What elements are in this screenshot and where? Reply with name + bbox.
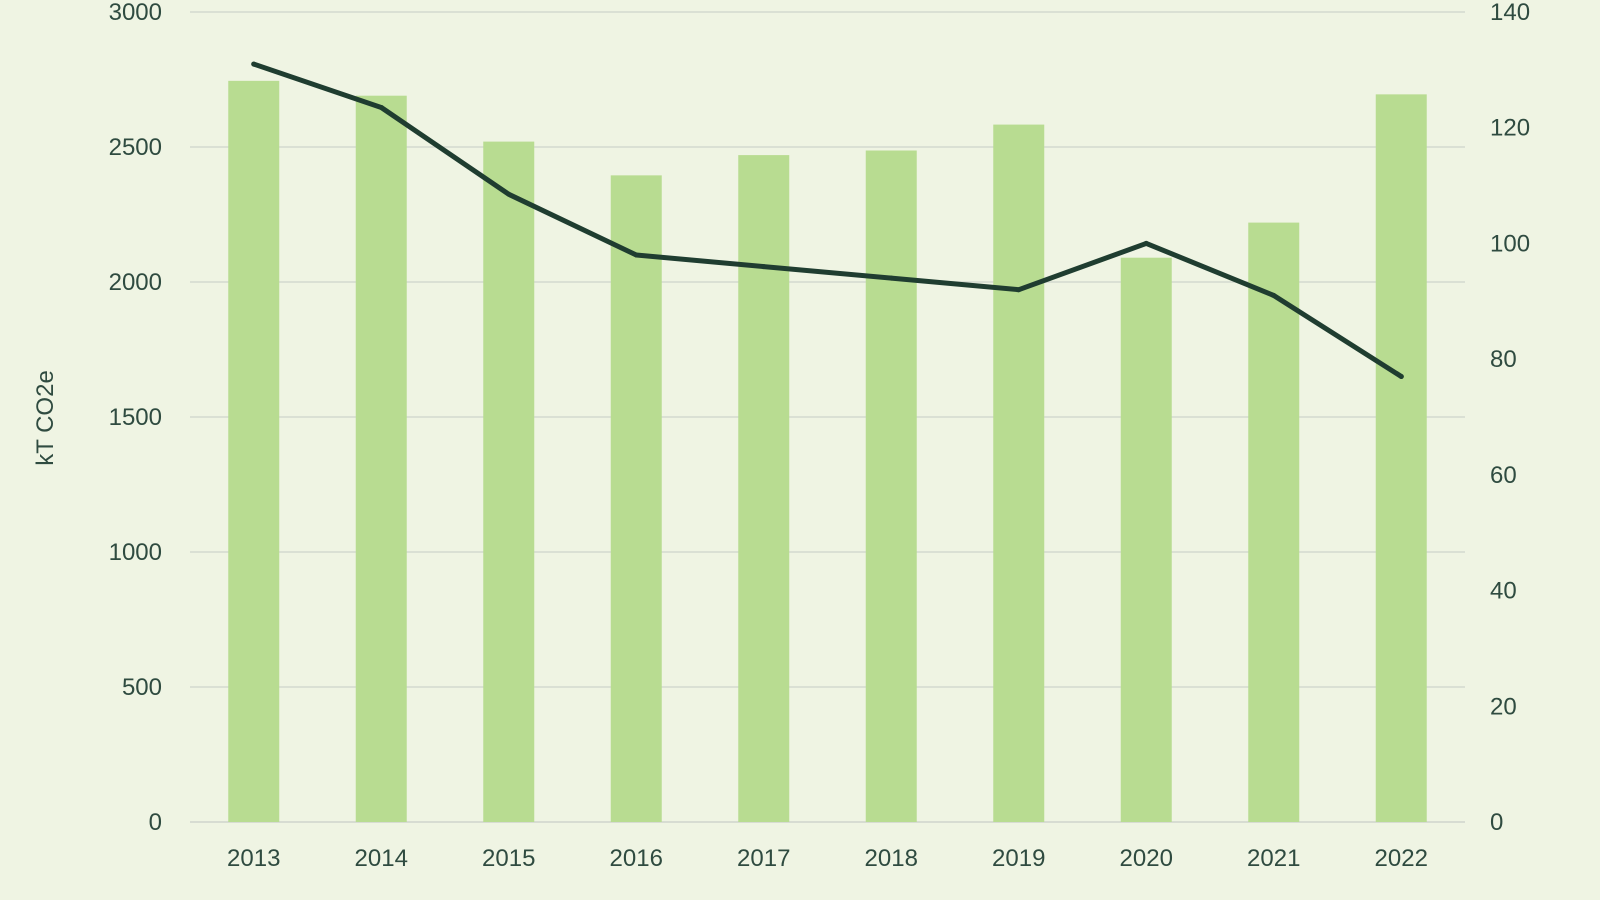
x-tick-label: 2022 <box>1375 845 1428 872</box>
x-tick-label: 2014 <box>355 845 408 872</box>
y2-tick-label: 0 <box>1490 809 1503 836</box>
y2-tick-label: 140 <box>1490 0 1530 26</box>
x-tick-label: 2021 <box>1247 845 1300 872</box>
series-line <box>251 61 1404 379</box>
line-point <box>1398 374 1404 379</box>
bar <box>993 124 1045 823</box>
x-tick-label: 2016 <box>610 845 663 872</box>
y-tick-label: 0 <box>149 809 162 836</box>
x-axis: 2013 2014 2015 2016 2017 2018 2019 2020 2021 2022 <box>227 845 1428 872</box>
y-axis-title: kT CO2e <box>32 370 59 466</box>
y-tick-label: 1000 <box>109 539 162 566</box>
bar <box>1120 257 1172 822</box>
y2-tick-label: 60 <box>1490 462 1517 489</box>
line-point <box>633 252 639 258</box>
bar <box>738 155 790 823</box>
bar <box>865 150 917 822</box>
y-tick-label: 500 <box>122 674 162 701</box>
y-tick-label: 2500 <box>109 134 162 161</box>
y-tick-label: 2000 <box>109 269 162 296</box>
line-point <box>1016 287 1022 293</box>
bar-layer <box>228 80 1427 823</box>
y-tick-label: 1500 <box>109 404 162 431</box>
right-axis: 0 20 40 60 80 100 120 140 <box>1490 0 1530 836</box>
bar <box>355 95 407 822</box>
line-point <box>251 61 257 67</box>
y-tick-label: 3000 <box>109 0 162 26</box>
y2-tick-label: 20 <box>1490 693 1517 720</box>
x-tick-label: 2017 <box>737 845 790 872</box>
line-point <box>1271 293 1277 298</box>
line-point <box>888 275 894 281</box>
x-tick-label: 2019 <box>992 845 1045 872</box>
x-tick-label: 2013 <box>227 845 280 872</box>
line-point <box>506 191 512 197</box>
x-tick-label: 2015 <box>482 845 535 872</box>
bar <box>483 141 535 823</box>
x-tick-label: 2018 <box>865 845 918 872</box>
line-layer <box>251 61 1404 379</box>
y2-tick-label: 120 <box>1490 115 1530 142</box>
left-axis: 0 500 1000 1500 2000 2500 3000 <box>109 0 162 836</box>
bar <box>228 80 280 823</box>
bar <box>610 175 662 823</box>
y2-tick-label: 40 <box>1490 578 1517 605</box>
line-point <box>378 104 384 110</box>
y2-tick-label: 80 <box>1490 346 1517 373</box>
y2-tick-label: 100 <box>1490 230 1530 257</box>
bar <box>1375 94 1427 823</box>
line-point <box>1143 240 1149 246</box>
line-point <box>761 264 767 270</box>
bar <box>1248 222 1300 823</box>
x-tick-label: 2020 <box>1120 845 1173 872</box>
